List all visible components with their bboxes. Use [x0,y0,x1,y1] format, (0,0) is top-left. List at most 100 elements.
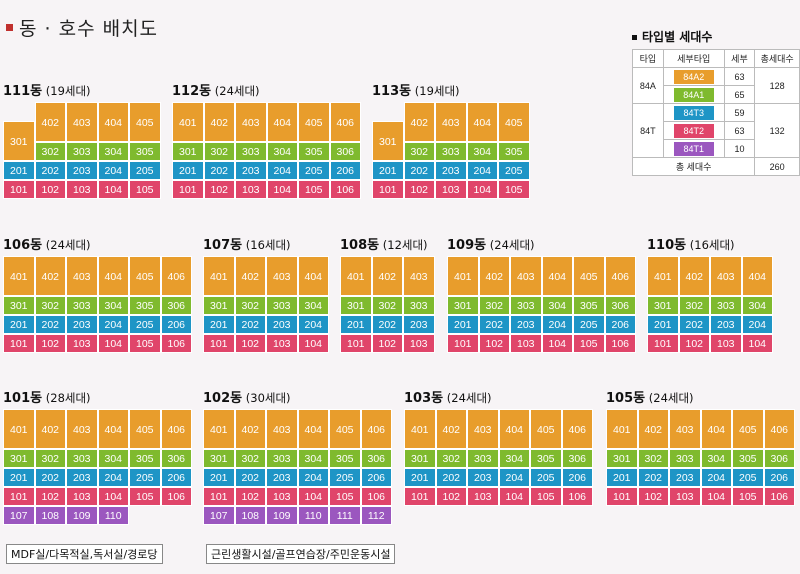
legend-header-sub: 세부 [723,49,756,68]
unit-cell: 406 [604,256,636,296]
title-bullet-icon [6,24,13,31]
unit-cell: 401 [606,409,638,449]
unit-cell: 205 [498,161,530,180]
legend-grand-label: 총 세대수 [631,157,756,176]
unit-cell: 103 [66,180,98,199]
unit-cell: 303 [66,296,98,315]
unit-cell: 301 [606,449,638,468]
building-unit-count: (24세대) [42,238,91,252]
building-name: 112동 [172,84,212,99]
unit-cell: 403 [66,256,98,296]
legend-total-84t: 132 [754,103,800,158]
unit-cell: 305 [732,449,764,468]
unit-cell: 402 [478,256,510,296]
building-label: 103동 (24세대) [404,387,492,406]
unit-cell: 106 [561,487,593,506]
page-title: 동 · 호수 배치도 [6,14,158,41]
unit-cell: 301 [404,449,436,468]
building-name: 109동 [447,238,487,253]
unit-cell: 403 [669,409,701,449]
unit-cell: 303 [403,296,435,315]
unit-cell: 106 [763,487,795,506]
building-label: 106동 (24세대) [3,234,91,253]
legend-subtype-cell: 84T2 [662,121,725,140]
unit-cell: 205 [129,315,161,334]
unit-cell: 102 [34,487,66,506]
unit-cell: 206 [360,468,392,487]
unit-cell: 206 [329,161,361,180]
building-105동: 105동 (24세대) 401 402 403 404 405 406 301 302 303 30… [606,387,795,506]
unit-cell: 204 [297,315,329,334]
unit-cell: 107 [3,506,35,525]
unit-cell: 102 [234,334,266,353]
unit-cell: 105 [298,180,330,199]
building-unit-count: (19세대) [42,84,91,98]
unit-cell: 106 [604,334,636,353]
unit-cell-corner: 301 [3,121,35,161]
unit-cell: 303 [710,296,742,315]
unit-cell: 106 [160,487,192,506]
unit-cell: 201 [203,315,235,334]
legend-swatch-84t1: 84T1 [673,141,714,156]
unit-cell: 301 [172,142,204,161]
unit-cell: 101 [606,487,638,506]
building-name: 110동 [647,238,687,253]
legend-swatch-84t3: 84T3 [673,105,714,120]
unit-cell: 404 [741,256,773,296]
unit-cell: 201 [372,161,404,180]
unit-cell: 302 [371,296,403,315]
building-label: 101동 (28세대) [3,387,91,406]
legend-count: 63 [723,67,756,86]
unit-cell: 301 [647,296,679,315]
unit-cell: 101 [3,334,35,353]
unit-cell: 204 [97,468,129,487]
building-unit-count: (24세대) [645,391,694,405]
unit-cell: 104 [741,334,773,353]
unit-cell: 304 [97,449,129,468]
unit-cell: 112 [360,506,392,525]
unit-cell: 203 [266,468,298,487]
unit-cell: 203 [266,315,298,334]
legend-header-total: 총세대수 [754,49,800,68]
unit-cell: 101 [340,334,372,353]
unit-cell: 402 [34,256,66,296]
unit-cell: 205 [732,468,764,487]
unit-cell: 402 [203,102,235,142]
legend-table: 타입 세부타입 세부 총세대수 84A 84A2 63 128 84A1 65 … [631,49,800,176]
unit-cell: 404 [297,256,329,296]
unit-cell: 104 [541,334,573,353]
unit-cell: 109 [266,506,298,525]
unit-cell: 403 [266,409,298,449]
unit-cell: 401 [172,102,204,142]
unit-cell: 302 [234,449,266,468]
unit-cell: 201 [203,468,235,487]
unit-cell: 405 [129,256,161,296]
unit-cell: 305 [530,449,562,468]
legend-row: 84T2 63 [633,121,800,140]
unit-cell: 404 [266,102,298,142]
unit-cell: 206 [604,315,636,334]
legend-swatch-84t2: 84T2 [673,123,714,138]
unit-cell: 304 [297,296,329,315]
building-name: 103동 [404,391,444,406]
unit-cell: 101 [203,334,235,353]
unit-cell: 305 [573,296,605,315]
unit-cell: 401 [3,256,35,296]
unit-cell: 404 [97,102,129,142]
unit-cell: 302 [34,296,66,315]
building-label: 105동 (24세대) [606,387,694,406]
unit-cell: 203 [669,468,701,487]
unit-cell: 405 [129,102,161,142]
unit-cell: 110 [297,506,329,525]
unit-cell: 403 [66,102,98,142]
legend-grand-total: 260 [754,157,800,176]
unit-cell: 405 [129,409,161,449]
unit-cell: 102 [234,487,266,506]
unit-cell: 202 [234,315,266,334]
unit-cell: 102 [478,334,510,353]
legend-title: 타입별 세대수 [632,28,800,45]
unit-cell: 305 [129,296,161,315]
unit-cell: 203 [710,315,742,334]
unit-cell: 202 [371,315,403,334]
unit-cell: 205 [298,161,330,180]
